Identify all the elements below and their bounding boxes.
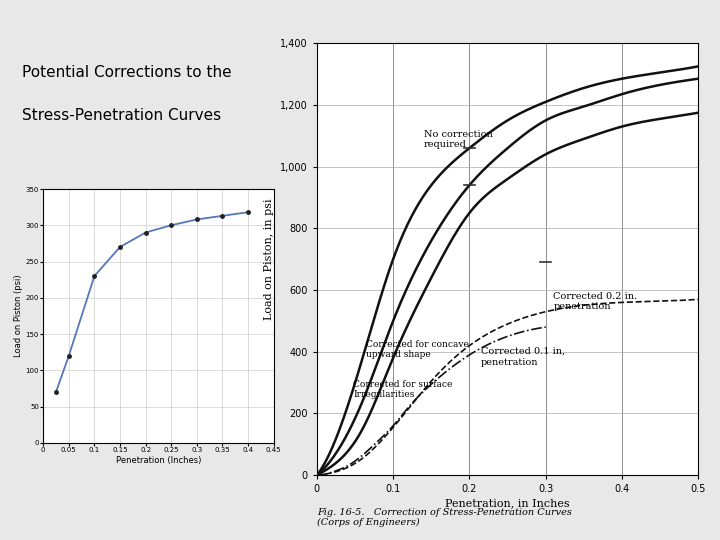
Text: Potential Corrections to the: Potential Corrections to the — [22, 65, 231, 80]
X-axis label: Penetration, in Inches: Penetration, in Inches — [445, 498, 570, 508]
Text: Stress-Penetration Curves: Stress-Penetration Curves — [22, 108, 221, 123]
Text: Corrected for concave
upward shape: Corrected for concave upward shape — [366, 340, 469, 360]
X-axis label: Penetration (Inches): Penetration (Inches) — [116, 456, 201, 465]
Text: No correction
required: No correction required — [423, 130, 492, 149]
Y-axis label: Load on Piston (psi): Load on Piston (psi) — [14, 274, 23, 357]
Text: Corrected 0.2 in.
penetration: Corrected 0.2 in. penetration — [554, 292, 637, 311]
Text: Corrected 0.1 in,
penetration: Corrected 0.1 in, penetration — [481, 347, 565, 367]
Text: Corrected for surface
Irregularities: Corrected for surface Irregularities — [354, 380, 453, 399]
Text: Fig. 16-5.   Correction of Stress-Penetration Curves
(Corps of Engineers): Fig. 16-5. Correction of Stress-Penetrat… — [317, 508, 572, 527]
Y-axis label: Load on Piston, in psi: Load on Piston, in psi — [264, 198, 274, 320]
